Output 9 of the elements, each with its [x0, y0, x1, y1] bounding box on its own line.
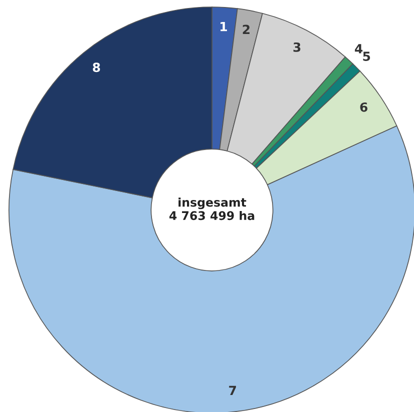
slice-label: 3: [293, 42, 300, 52]
slice-label: 7: [229, 386, 236, 395]
slice-label: 8: [92, 62, 100, 72]
slice-label: 1: [220, 22, 227, 32]
slice-label: 6: [360, 102, 368, 112]
slice-label: 5: [363, 52, 370, 62]
slice-label: 2: [242, 24, 250, 34]
slice-label: 4: [354, 44, 362, 54]
text: insgesamt 4 763 499 ha: [169, 198, 254, 220]
